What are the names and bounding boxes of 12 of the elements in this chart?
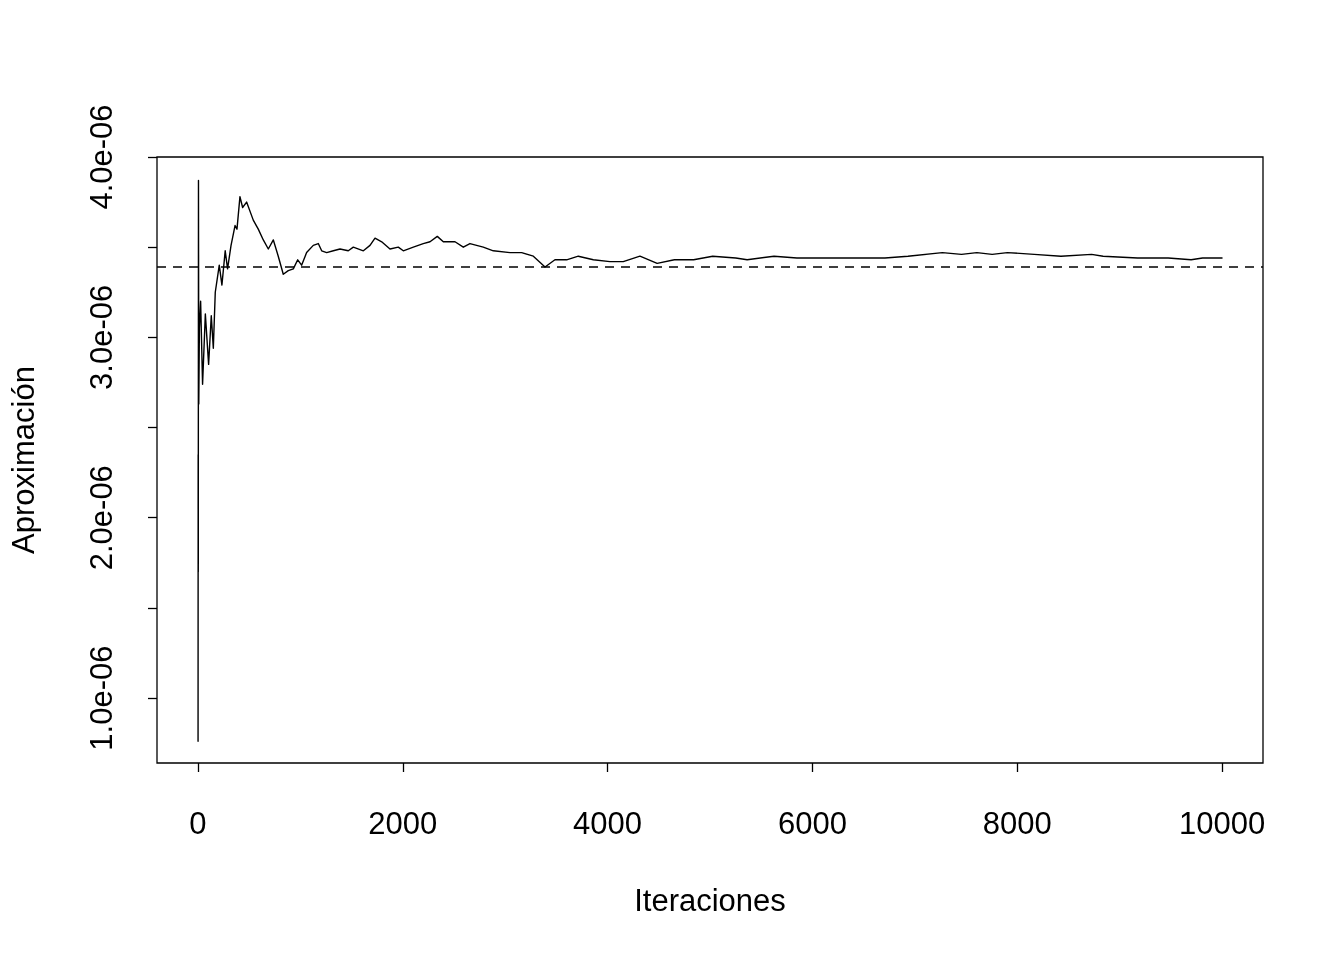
x-tick-label: 0 (189, 806, 207, 841)
x-tick-label: 6000 (777, 806, 847, 841)
x-axis-title: Iteraciones (634, 883, 786, 918)
y-axis-title: Aproximación (6, 366, 41, 554)
x-tick-label: 10000 (1178, 806, 1266, 841)
x-tick-label: 4000 (573, 806, 643, 841)
x-tick-label: 2000 (368, 806, 438, 841)
y-tick-label: 2.0e-06 (84, 465, 119, 571)
y-tick-label: 1.0e-06 (84, 645, 119, 751)
x-tick-label: 8000 (982, 806, 1052, 841)
y-tick-label: 4.0e-06 (84, 104, 119, 210)
y-tick-label: 3.0e-06 (84, 284, 119, 390)
